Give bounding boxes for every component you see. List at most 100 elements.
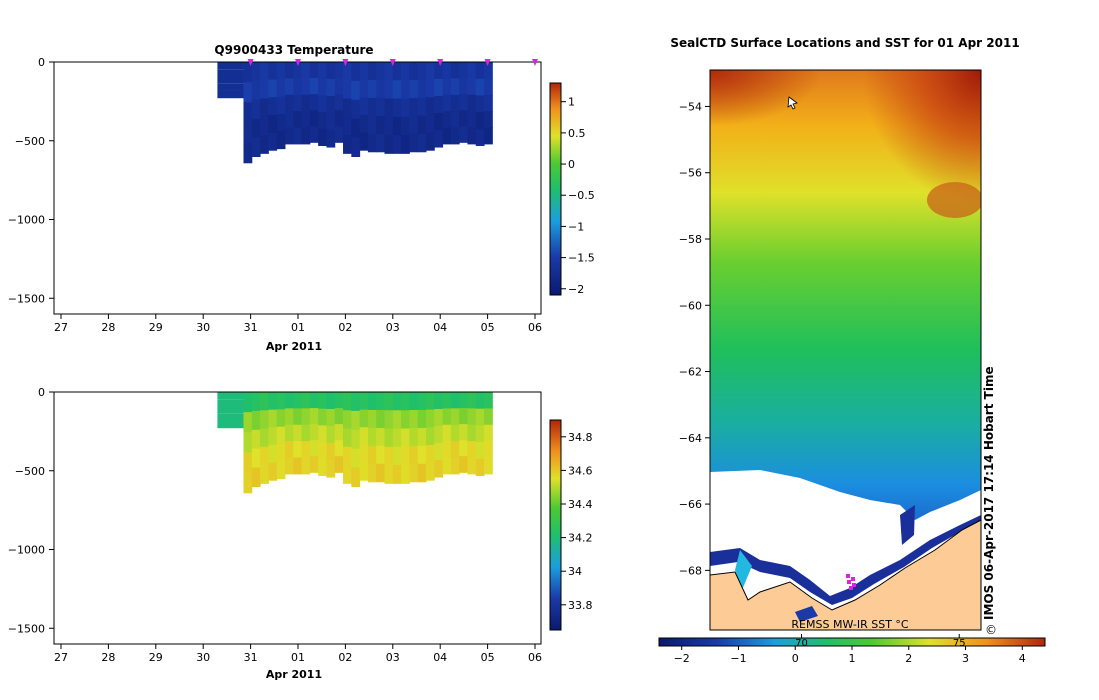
salinity-colorbar-tick-label: 34.2 <box>568 532 593 545</box>
temperature-cell <box>425 79 435 98</box>
temperature-cell <box>243 142 253 164</box>
temperature-cell <box>309 94 319 111</box>
temperature-cell <box>268 62 278 81</box>
salinity-cell <box>384 428 394 448</box>
copyright-text: IMOS 06-Apr-2017 17:14 Hobart Time <box>982 366 996 620</box>
sst-celsius-tick-label: −1 <box>730 652 746 665</box>
salinity-cell <box>459 456 468 473</box>
salinity-cell <box>284 392 294 409</box>
salinity-cell <box>276 392 286 410</box>
temperature-cell <box>268 114 278 134</box>
temperature-cells <box>217 62 493 164</box>
temperature-cell <box>251 99 261 120</box>
temperature-cell <box>343 80 352 100</box>
temperature-cell <box>376 79 386 99</box>
salinity-cell <box>318 392 327 410</box>
temperature-cell <box>334 110 344 127</box>
sst-map-frame <box>709 69 982 631</box>
salinity-cell <box>217 406 244 414</box>
salinity-cell <box>384 392 394 411</box>
salinity-cell <box>326 392 336 410</box>
temperature-cell <box>392 62 402 81</box>
salinity-cell <box>326 426 336 444</box>
salinity-colorbar-ticks: 34.8 34.6 34.4 34.2 34 33.8 <box>561 431 593 612</box>
profile-marker <box>342 59 349 66</box>
salinity-cell <box>301 392 311 409</box>
salinity-cell <box>293 424 303 442</box>
salinity-cell <box>450 392 460 409</box>
salinity-cell <box>392 392 402 411</box>
salinity-cell <box>293 408 303 426</box>
salinity-cell <box>417 392 427 411</box>
salinity-cell <box>434 443 444 461</box>
temperature-cell <box>475 112 485 130</box>
salinity-x-axis: 27 28 29 30 31 01 02 03 04 05 06 <box>54 644 542 664</box>
salinity-cell <box>359 409 369 428</box>
salinity-cell <box>475 458 485 476</box>
temperature-cell <box>484 127 493 145</box>
salinity-cell <box>284 424 294 442</box>
temperature-cell <box>392 116 402 136</box>
temperature-cell <box>284 78 294 96</box>
temperature-cell <box>351 80 361 101</box>
salinity-x-tick-label: 02 <box>338 651 352 664</box>
temperature-cell <box>276 113 286 132</box>
salinity-cell <box>467 424 477 442</box>
salinity-cell <box>425 392 435 411</box>
salinity-cell <box>343 410 352 430</box>
temperature-cell <box>293 111 303 129</box>
salinity-cell <box>417 445 427 465</box>
temperature-x-tick-label: 04 <box>433 321 447 334</box>
salinity-cell <box>450 457 460 475</box>
temperature-cell <box>359 97 369 116</box>
latitude-tick-label: −68 <box>679 564 702 577</box>
coastal-blue-patch <box>900 505 915 545</box>
salinity-cell <box>475 425 485 443</box>
temperature-colorbar-tick-label: −0.5 <box>568 189 595 202</box>
salinity-cell <box>467 441 477 459</box>
temperature-cell <box>284 94 294 112</box>
temperature-cell <box>309 110 319 127</box>
temperature-cell <box>384 116 394 136</box>
salinity-cell <box>243 412 253 433</box>
temperature-x-tick-label: 30 <box>196 321 210 334</box>
salinity-colorbar-tick-label: 34 <box>568 565 582 578</box>
salinity-cell <box>401 446 410 466</box>
temperature-y-tick-label: −1500 <box>8 292 45 305</box>
temperature-cell <box>450 78 460 96</box>
salinity-cell <box>376 427 386 447</box>
temperature-cell <box>251 62 261 82</box>
salinity-x-tick-label: 30 <box>196 651 210 664</box>
seal-location-marker <box>851 577 855 581</box>
temperature-cell <box>409 79 419 99</box>
salinity-cell <box>392 446 402 466</box>
temperature-cell <box>450 94 460 112</box>
salinity-cell <box>484 441 493 459</box>
salinity-cell <box>284 457 294 475</box>
temperature-cell <box>376 115 386 135</box>
salinity-cell <box>442 457 452 475</box>
temperature-y-axis: 0 −500 −1000 −1500 <box>8 56 54 305</box>
salinity-x-tick-label: 28 <box>101 651 115 664</box>
temperature-colorbar-tick-label: 0.5 <box>568 127 586 140</box>
salinity-x-tick-label: 04 <box>433 651 447 664</box>
salinity-cell <box>351 448 361 469</box>
temperature-cell <box>343 116 352 136</box>
salinity-cell <box>260 392 269 411</box>
temperature-cell <box>334 78 344 95</box>
temperature-cell <box>318 62 327 80</box>
salinity-x-tick-label: 05 <box>481 651 495 664</box>
salinity-cell <box>309 408 319 425</box>
temperature-cell <box>260 98 269 118</box>
salinity-cell <box>359 444 369 464</box>
temperature-cell <box>217 69 244 77</box>
temperature-cell <box>376 62 386 81</box>
temperature-cell <box>459 110 468 127</box>
temperature-cell <box>301 94 311 112</box>
temperature-colorbar <box>549 82 562 296</box>
salinity-cell <box>268 392 278 411</box>
salinity-cell <box>484 408 493 426</box>
salinity-cell <box>301 441 311 459</box>
salinity-cell <box>475 392 485 410</box>
copyright-block: IMOS 06-Apr-2017 17:14 Hobart Time <box>982 366 996 620</box>
